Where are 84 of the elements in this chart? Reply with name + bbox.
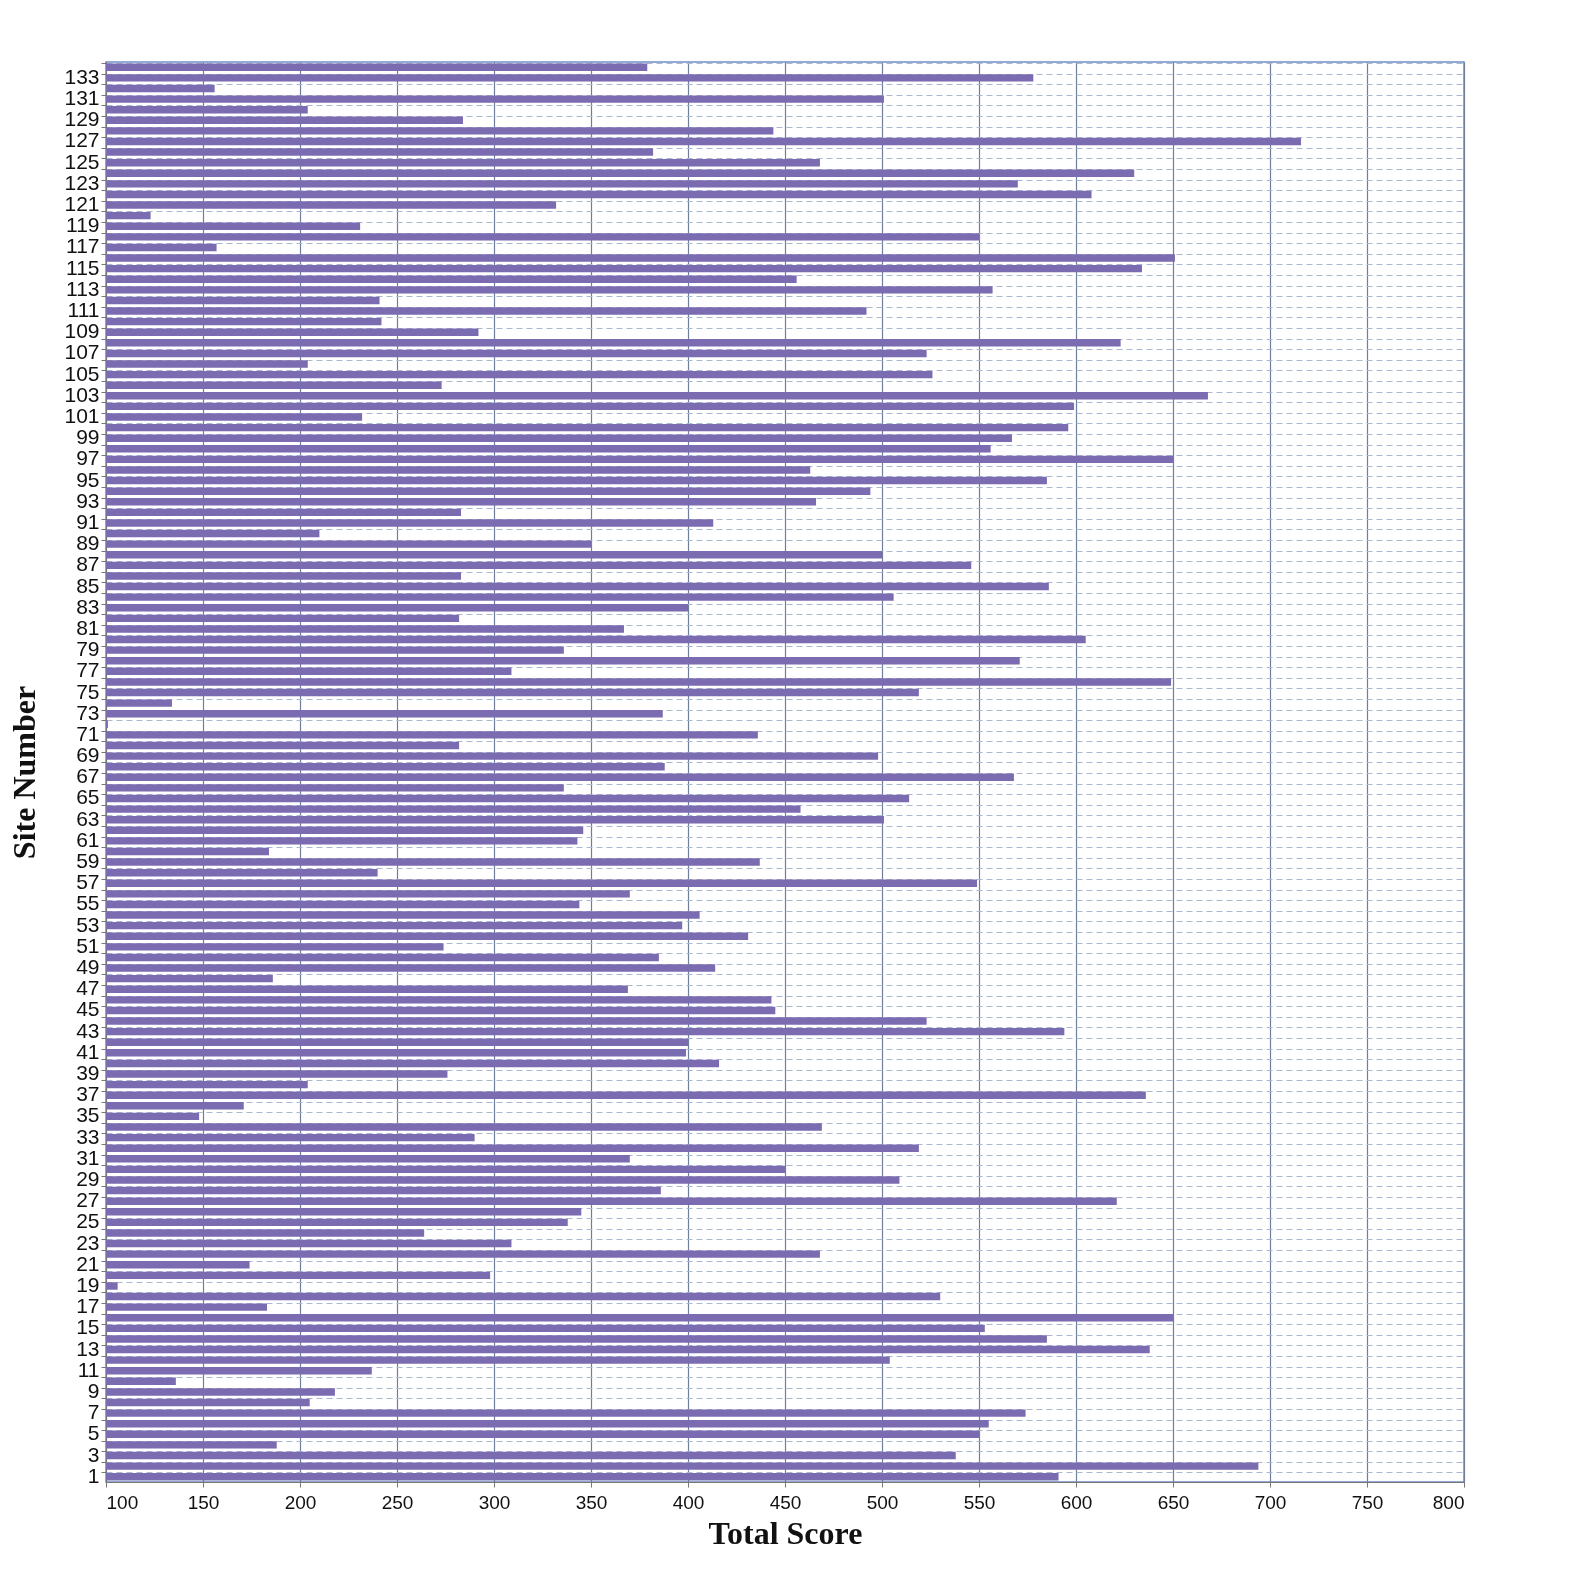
y-tick-label: 131 [64,86,100,110]
y-tick-label: 105 [64,361,100,385]
y-tick-label: 51 [76,933,100,957]
x-tick-label: 750 [1351,1491,1384,1513]
x-tick-label: 350 [575,1491,608,1513]
y-tick-label: 57 [76,870,100,894]
y-tick-label: 39 [76,1061,100,1085]
y-tick-label: 53 [76,912,100,936]
y-tick-label: 103 [64,382,100,406]
y-tick-label: 123 [64,170,100,194]
y-tick-label: 69 [76,743,100,767]
y-tick-label: 79 [76,637,100,661]
y-tick-label: 127 [64,128,100,152]
y-tick-label: 63 [76,806,100,830]
y-tick-label: 97 [76,446,100,470]
x-tick-label: 550 [963,1491,996,1513]
y-tick-label: 75 [76,679,100,703]
x-tick-label: 400 [672,1491,705,1513]
x-tick-label: 500 [866,1491,899,1513]
y-tick-label: 133 [64,64,100,88]
y-tick-label: 45 [76,997,100,1021]
x-tick-label: 650 [1157,1491,1190,1513]
y-tick-label: 59 [76,849,100,873]
y-tick-label: 11 [77,1357,100,1381]
x-tick-label: 200 [284,1491,317,1513]
x-tick-label: 100 [106,1491,139,1513]
y-tick-label: 85 [76,573,100,597]
y-tick-label: 47 [76,976,100,1000]
y-tick-label: 13 [76,1336,100,1360]
x-axis-title: Total Score [708,1514,863,1551]
y-tick-label: 15 [76,1315,100,1339]
y-tick-label: 71 [76,721,100,745]
y-tick-label: 113 [66,276,100,300]
y-tick-label: 33 [76,1124,100,1148]
y-tick-label: 109 [64,319,100,343]
y-tick-label: 89 [76,531,100,555]
y-tick-label: 99 [76,425,100,449]
x-tick-label: 250 [381,1491,414,1513]
y-tick-label: 129 [64,107,100,131]
x-tick-label: 150 [187,1491,220,1513]
y-tick-label: 87 [76,552,100,576]
y-tick-label: 73 [76,700,100,724]
y-tick-label: 115 [66,255,100,279]
y-tick-label: 107 [64,340,100,364]
y-tick-label: 93 [76,488,100,512]
y-tick-label: 55 [76,891,100,915]
y-tick-label: 1 [87,1463,100,1487]
y-tick-label: 21 [76,1251,100,1275]
y-tick-label: 25 [76,1209,100,1233]
y-tick-label: 7 [87,1400,100,1424]
y-tick-label: 35 [76,1103,100,1127]
y-tick-label: 125 [64,149,100,173]
y-tick-label: 5 [87,1421,100,1445]
y-axis-title: Site Number [6,685,43,860]
y-tick-label: 19 [76,1272,100,1296]
y-tick-label: 3 [87,1442,100,1466]
x-tick-label: 300 [478,1491,511,1513]
y-tick-label: 43 [76,1018,100,1042]
y-tick-label: 81 [76,615,100,639]
y-tick-label: 27 [76,1188,100,1212]
y-tick-label: 95 [76,467,100,491]
y-tick-label: 31 [76,1145,100,1169]
y-tick-label: 111 [67,298,100,322]
y-tick-label: 101 [64,404,100,427]
y-tick-label: 91 [76,509,100,533]
y-tick-label: 77 [76,658,100,682]
y-tick-label: 119 [66,213,100,237]
y-tick-label: 9 [87,1378,100,1402]
y-tick-label: 83 [76,594,100,618]
x-tick-label: 800 [1432,1491,1465,1513]
y-tick-label: 29 [76,1166,100,1190]
y-tick-label: 67 [76,764,100,788]
x-tick-label: 700 [1254,1491,1287,1513]
y-tick-label: 65 [76,785,100,809]
y-tick-label: 23 [76,1230,100,1254]
y-tick-label: 61 [76,827,100,851]
y-tick-label: 37 [76,1082,100,1106]
y-tick-label: 121 [64,192,100,216]
y-tick-label: 49 [76,955,100,979]
y-tick-label: 117 [66,234,100,258]
y-tick-label: 41 [76,1039,100,1063]
x-tick-label: 600 [1060,1491,1093,1513]
y-tick-label: 17 [76,1294,100,1318]
x-tick-label: 450 [769,1491,802,1513]
